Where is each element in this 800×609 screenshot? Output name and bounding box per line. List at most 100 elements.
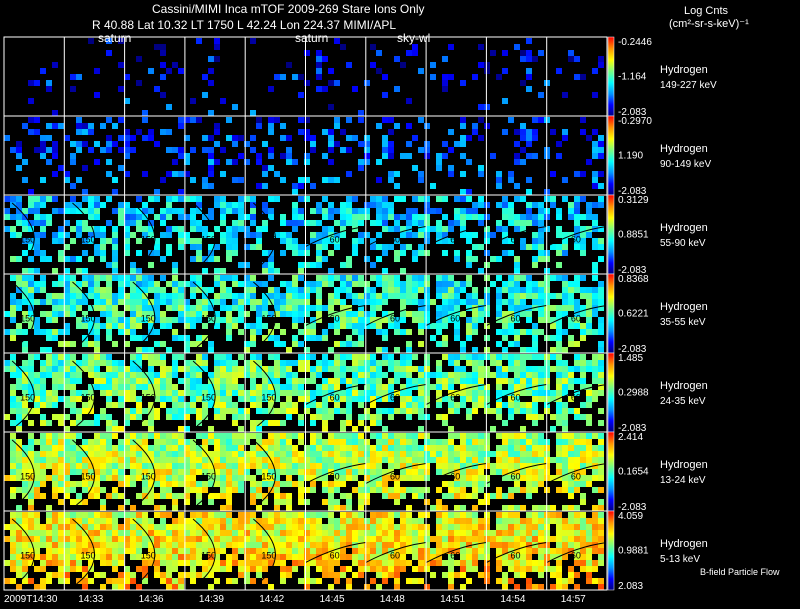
- heatmap-cell: [346, 414, 352, 420]
- heatmap-cell: [394, 584, 400, 590]
- heatmap-cell: [76, 445, 82, 451]
- heatmap-cell: [574, 305, 580, 311]
- heatmap-cell: [142, 171, 148, 177]
- heatmap-cell: [166, 487, 172, 493]
- heatmap-cell: [514, 305, 520, 311]
- heatmap-cell: [250, 196, 256, 202]
- heatmap-cell: [40, 177, 46, 183]
- heatmap-cell: [226, 487, 232, 493]
- heatmap-cell: [64, 384, 70, 390]
- heatmap-cell: [274, 475, 280, 481]
- heatmap-cell: [76, 360, 82, 366]
- energy-range-label: 90-149 keV: [660, 159, 711, 170]
- heatmap-cell: [130, 208, 136, 214]
- heatmap-cell: [10, 317, 16, 323]
- heatmap-cell: [22, 311, 28, 317]
- heatmap-cell: [532, 384, 538, 390]
- heatmap-cell: [76, 317, 82, 323]
- heatmap-cell: [28, 396, 34, 402]
- heatmap-cell: [304, 572, 310, 578]
- heatmap-cell: [262, 439, 268, 445]
- heatmap-cell: [82, 208, 88, 214]
- heatmap-cell: [508, 554, 514, 560]
- heatmap-cell: [220, 293, 226, 299]
- heatmap-cell: [100, 390, 106, 396]
- heatmap-cell: [214, 268, 220, 274]
- heatmap-cell: [178, 518, 184, 524]
- heatmap-cell: [34, 566, 40, 572]
- heatmap-cells: [4, 433, 604, 511]
- heatmap-cell: [472, 396, 478, 402]
- heatmap-cell: [496, 396, 502, 402]
- heatmap-cell: [58, 530, 64, 536]
- heatmap-cell: [448, 129, 454, 135]
- heatmap-cell: [34, 214, 40, 220]
- heatmap-cell: [382, 469, 388, 475]
- heatmap-cell: [532, 530, 538, 536]
- heatmap-cell: [226, 536, 232, 542]
- heatmap-cell: [358, 530, 364, 536]
- heatmap-cell: [118, 275, 124, 281]
- heatmap-cell: [322, 469, 328, 475]
- heatmap-cell: [196, 196, 202, 202]
- heatmap-cell: [232, 445, 238, 451]
- heatmap-cell: [58, 123, 64, 129]
- heatmap-cell: [256, 536, 262, 542]
- heatmap-cell: [226, 481, 232, 487]
- heatmap-cell: [412, 457, 418, 463]
- heatmap-cell: [250, 426, 256, 432]
- heatmap-cell: [214, 390, 220, 396]
- heatmap-cell: [382, 208, 388, 214]
- heatmap-cell: [346, 451, 352, 457]
- heatmap-cell: [190, 384, 196, 390]
- heatmap-cell: [112, 457, 118, 463]
- heatmap-cell: [262, 202, 268, 208]
- heatmap-cell: [112, 426, 118, 432]
- heatmap-cell: [94, 299, 100, 305]
- heatmap-cell: [34, 354, 40, 360]
- heatmap-cell: [472, 481, 478, 487]
- heatmap-cell: [418, 578, 424, 584]
- heatmap-cell: [388, 463, 394, 469]
- heatmap-cell: [160, 232, 166, 238]
- heatmap-cell: [46, 463, 52, 469]
- heatmap-cell: [598, 135, 604, 141]
- heatmap-cell: [292, 281, 298, 287]
- heatmap-cell: [466, 542, 472, 548]
- heatmap-cell: [598, 469, 604, 475]
- heatmap-cell: [220, 530, 226, 536]
- heatmap-cell: [28, 499, 34, 505]
- heatmap-cell: [316, 463, 322, 469]
- heatmap-cell: [298, 366, 304, 372]
- heatmap-cell: [436, 524, 442, 530]
- heatmap-cell: [118, 572, 124, 578]
- heatmap-cell: [514, 129, 520, 135]
- heatmap-cell: [520, 426, 526, 432]
- heatmap-cell: [412, 384, 418, 390]
- heatmap-cell: [292, 317, 298, 323]
- heatmap-cell: [394, 560, 400, 566]
- heatmap-cell: [490, 426, 496, 432]
- heatmap-cell: [352, 372, 358, 378]
- heatmap-cell: [340, 463, 346, 469]
- heatmap-cell: [364, 518, 370, 524]
- heatmap-cell: [112, 360, 118, 366]
- heatmap-cell: [64, 457, 70, 463]
- heatmap-cell: [160, 487, 166, 493]
- heatmap-cell: [442, 311, 448, 317]
- heatmap-cell: [136, 457, 142, 463]
- heatmap-cell: [562, 366, 568, 372]
- heatmap-cell: [172, 463, 178, 469]
- heatmap-cell: [328, 518, 334, 524]
- heatmap-cell: [58, 366, 64, 372]
- heatmap-cell: [562, 390, 568, 396]
- heatmap-cell: [460, 135, 466, 141]
- heatmap-cell: [208, 542, 214, 548]
- colorbar-min-label: -2.083: [618, 344, 647, 355]
- heatmap-cell: [316, 469, 322, 475]
- contour-line: [132, 439, 156, 506]
- heatmap-cell: [220, 208, 226, 214]
- heatmap-cell: [208, 554, 214, 560]
- heatmap-cell: [22, 238, 28, 244]
- heatmap-cell: [52, 317, 58, 323]
